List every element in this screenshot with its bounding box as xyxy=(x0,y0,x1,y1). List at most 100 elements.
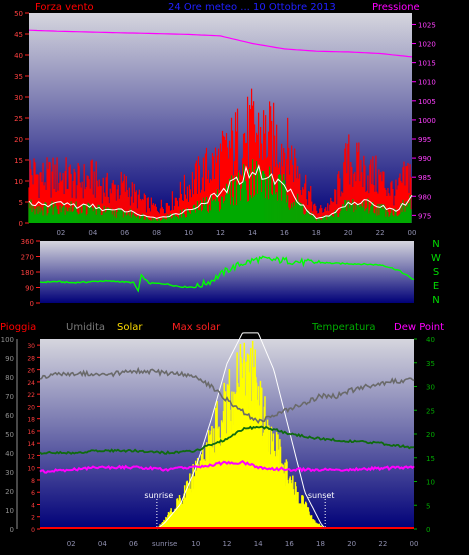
rain-tick-label: 6 xyxy=(31,490,35,497)
time-tick-label: 20 xyxy=(347,540,356,548)
wind-tick-label: 30 xyxy=(14,94,23,102)
time-tick-label: 00 xyxy=(410,540,419,548)
legend-item: Pioggia xyxy=(0,322,36,333)
pressure-tick-label: 1010 xyxy=(418,79,436,87)
time-tick-label: 06 xyxy=(129,540,138,548)
temp-tick-label: 0 xyxy=(426,526,430,534)
time-tick-label: 10 xyxy=(184,229,193,237)
sunrise-label: sunrise xyxy=(144,491,173,500)
wind-tick-label: 20 xyxy=(14,136,23,144)
humidity-tick-label: 70 xyxy=(5,393,14,401)
compass-label: E xyxy=(433,281,439,292)
pressure-tick-label: 1015 xyxy=(418,60,436,68)
compass-label: N xyxy=(432,239,439,250)
legend-item: Max solar xyxy=(172,322,221,333)
time-tick-label: 00 xyxy=(408,229,417,237)
time-tick-label: 18 xyxy=(312,229,321,237)
time-tick-label: 18 xyxy=(316,540,325,548)
time-tick-label: 08 xyxy=(152,229,161,237)
humidity-line xyxy=(39,366,415,425)
time-tick-label: 12 xyxy=(223,540,232,548)
rain-tick-label: 2 xyxy=(31,515,35,522)
dew-point-line xyxy=(39,459,415,474)
temp-tick-label: 25 xyxy=(426,407,435,415)
wind-direction-line xyxy=(39,255,415,293)
wind-direction-plot-area xyxy=(40,241,414,303)
rain-tick-label: 22 xyxy=(27,392,35,399)
time-tick-label: 02 xyxy=(67,540,76,548)
max-solar-line xyxy=(156,332,326,530)
time-tick-label: 02 xyxy=(56,229,65,237)
temperature-line xyxy=(39,425,415,455)
wind-mean-line xyxy=(28,164,413,220)
pressure-tick-label: 975 xyxy=(418,212,431,220)
rain-tick-label: 14 xyxy=(27,441,35,448)
rain-tick-label: 16 xyxy=(27,429,35,436)
pressure-tick-label: 1000 xyxy=(418,117,436,125)
direction-tick-label: 90 xyxy=(25,285,34,293)
humidity-tick-label: 100 xyxy=(1,336,14,344)
humidity-tick-label: 10 xyxy=(5,507,14,515)
time-tick-label: 10 xyxy=(191,540,200,548)
rain-tick-label: 10 xyxy=(27,466,35,473)
time-tick-label: 20 xyxy=(344,229,353,237)
humidity-tick-label: 50 xyxy=(5,431,14,439)
rain-tick-label: 28 xyxy=(27,355,35,362)
direction-tick-label: 270 xyxy=(21,254,34,262)
temp-tick-label: 10 xyxy=(426,479,435,487)
time-tick-label: sunrise xyxy=(152,540,177,548)
rain-tick-label: 30 xyxy=(27,343,35,350)
humidity-tick-label: 20 xyxy=(5,488,14,496)
direction-tick-label: 180 xyxy=(21,269,34,277)
humidity-tick-label: 0 xyxy=(10,526,14,534)
chart-title: 24 Ore meteo ... 10 Ottobre 2013 xyxy=(168,2,336,13)
rain-tick-label: 24 xyxy=(27,380,35,387)
time-tick-label: 22 xyxy=(378,540,387,548)
pressure-tick-label: 1020 xyxy=(418,41,436,49)
pressure-tick-label: 1005 xyxy=(418,98,436,106)
legend-item: Temperatura xyxy=(311,322,376,333)
direction-tick-label: 0 xyxy=(30,300,34,308)
wind-tick-label: 40 xyxy=(14,52,23,60)
wind-tick-label: 35 xyxy=(14,73,23,81)
time-tick-label: 14 xyxy=(248,229,257,237)
sunset-label: sunset xyxy=(308,491,335,500)
time-tick-label: 14 xyxy=(254,540,263,548)
pressure-tick-label: 1025 xyxy=(418,21,436,29)
pressure-tick-label: 985 xyxy=(418,174,431,182)
temp-tick-label: 15 xyxy=(426,455,435,463)
time-tick-label: 16 xyxy=(280,229,289,237)
rain-tick-label: 8 xyxy=(31,478,35,485)
compass-label: S xyxy=(433,267,439,278)
time-tick-label: 04 xyxy=(98,540,107,548)
legend-item: Umidita xyxy=(66,322,105,333)
wind-tick-label: 50 xyxy=(14,10,23,18)
time-tick-label: 06 xyxy=(120,229,129,237)
legend-item: Dew Point xyxy=(394,322,444,333)
direction-tick-label: 360 xyxy=(21,238,34,246)
pressure-line xyxy=(28,29,413,58)
compass-label: N xyxy=(432,295,439,306)
rain-tick-label: 26 xyxy=(27,368,35,375)
humidity-tick-label: 90 xyxy=(5,355,14,363)
temp-tick-label: 35 xyxy=(426,360,435,368)
pressure-tick-label: 990 xyxy=(418,155,431,163)
wind-tick-label: 5 xyxy=(19,199,23,207)
rain-tick-label: 18 xyxy=(27,417,35,424)
time-tick-label: 22 xyxy=(376,229,385,237)
wind-tick-label: 15 xyxy=(14,157,23,165)
temp-tick-label: 40 xyxy=(426,336,435,344)
legend-item: Solar xyxy=(117,322,143,333)
humidity-tick-label: 80 xyxy=(5,374,14,382)
time-tick-label: 12 xyxy=(216,229,225,237)
rain-tick-label: 20 xyxy=(27,404,35,411)
humidity-tick-label: 30 xyxy=(5,469,14,477)
temp-tick-label: 30 xyxy=(426,384,435,392)
humidity-tick-label: 60 xyxy=(5,412,14,420)
rain-tick-label: 12 xyxy=(27,453,35,460)
temp-tick-label: 5 xyxy=(426,502,430,510)
temp-tick-label: 20 xyxy=(426,431,435,439)
compass-label: W xyxy=(431,253,441,264)
